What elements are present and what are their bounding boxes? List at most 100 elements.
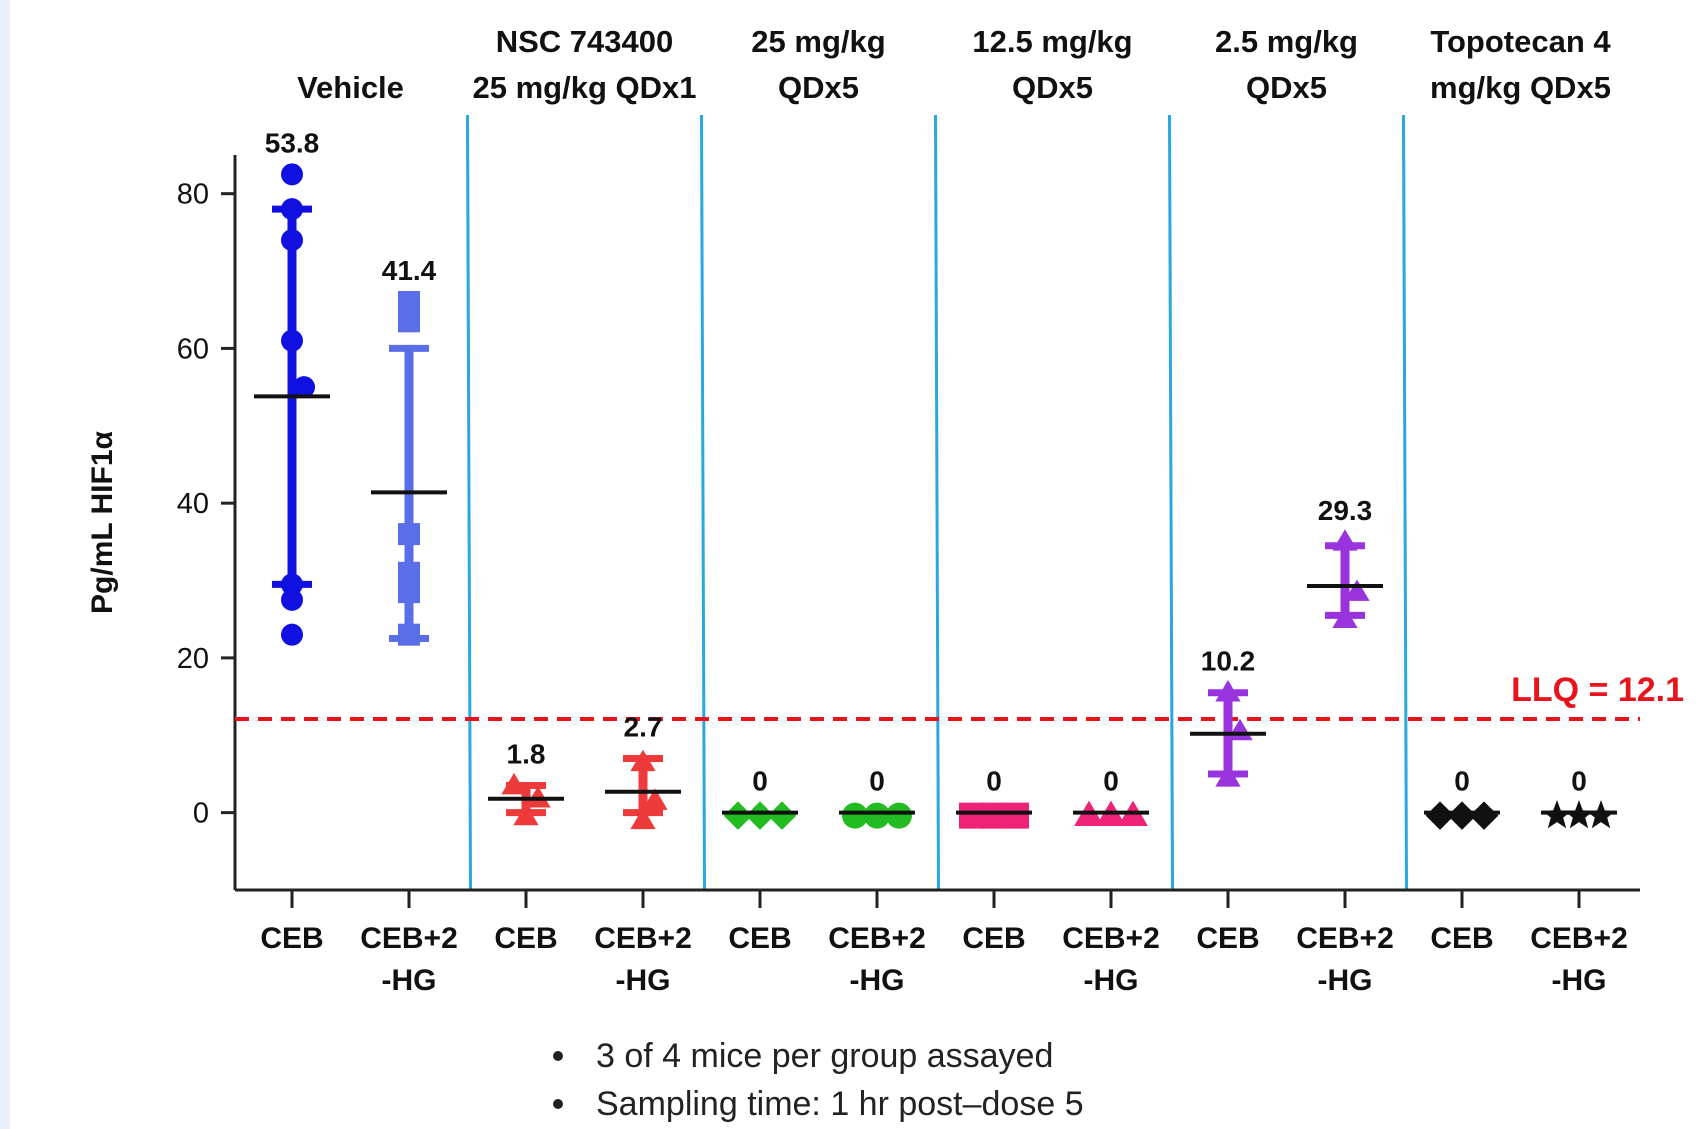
series-1-1 (605, 749, 681, 830)
series-3-1 (1073, 800, 1149, 827)
data-marks (254, 163, 1617, 830)
group-title-line-1: 25 mg/kg (751, 24, 885, 59)
series-2-1 (839, 802, 915, 829)
data-point (281, 163, 303, 186)
group-divider (466, 114, 472, 891)
category-label: CEB (494, 922, 557, 955)
data-point (398, 581, 420, 604)
left-margin-strip (0, 0, 10, 1129)
mean-value-label: 0 (986, 766, 1002, 797)
data-point (630, 749, 656, 772)
mean-value-label: 41.4 (382, 255, 437, 286)
category-label-line-1: CEB (962, 922, 1025, 955)
category-label-line-1: CEB (494, 922, 557, 955)
category-label: CEB (1430, 922, 1493, 955)
llq-layer: LLQ = 12.1 (235, 671, 1684, 722)
category-label-line-2: -HG (616, 964, 671, 997)
group-title-line-2: QDx5 (1012, 70, 1093, 105)
mean-value-label: 1.8 (507, 739, 546, 770)
data-point (886, 802, 912, 829)
group-title: Vehicle (297, 70, 404, 105)
bullet-icon (553, 1051, 563, 1061)
data-point (1215, 680, 1241, 702)
category-label-line-1: CEB (1430, 922, 1493, 955)
series-0-0 (254, 163, 330, 646)
category-label-line-2: -HG (1318, 964, 1373, 997)
data-point (1425, 801, 1455, 830)
data-point (864, 802, 890, 829)
y-tick-label: 0 (193, 798, 209, 830)
series-2-0 (722, 801, 798, 830)
data-point (630, 807, 656, 830)
group-title: Topotecan 4 mg/kg QDx5 (1430, 24, 1611, 105)
data-point (745, 801, 775, 830)
data-point (281, 623, 303, 646)
category-label-line-1: CEB+2 (1062, 922, 1160, 955)
data-point (281, 588, 303, 611)
category-label: CEB+2 -HG (1062, 922, 1160, 997)
mean-value-label: 0 (752, 766, 768, 797)
y-tick-label: 40 (177, 488, 209, 520)
group-title-line-2: mg/kg QDx5 (1430, 70, 1611, 105)
category-label-line-1: CEB+2 (594, 922, 692, 955)
axes: 0 20 40 60 80 (177, 155, 1640, 908)
group-divider (1402, 114, 1408, 891)
group-title-line-1: 12.5 mg/kg (972, 24, 1132, 59)
data-point (501, 772, 527, 795)
data-point (959, 802, 985, 829)
data-point (1469, 801, 1499, 830)
series-4-1 (1307, 529, 1383, 629)
data-point (1344, 579, 1370, 601)
mean-value-label: 0 (1454, 766, 1470, 797)
data-point (981, 802, 1007, 829)
category-label: CEB+2 -HG (1296, 922, 1394, 997)
group-title-line-2: 25 mg/kg QDx1 (473, 70, 697, 105)
data-point (513, 803, 539, 826)
data-point (398, 523, 420, 546)
data-point (842, 802, 868, 829)
category-label-line-2: -HG (850, 964, 905, 997)
data-point (281, 573, 303, 596)
labels: Pg/mL HIF1α Vehicle 53.8 CEB 41.4 CEB+2 -HG NSC… (86, 24, 1628, 997)
category-label: CEB (962, 922, 1025, 955)
category-label-line-2: -HG (1552, 964, 1607, 997)
series-0-1 (371, 291, 447, 646)
mean-value-label: 0 (1571, 766, 1587, 797)
category-label-line-1: CEB (260, 922, 323, 955)
series-1-0 (488, 772, 564, 826)
data-point (281, 229, 303, 252)
mean-value-label: 29.3 (1318, 495, 1373, 526)
group-title-line-2: QDx5 (1246, 70, 1327, 105)
category-label-line-1: CEB (728, 922, 791, 955)
data-point (1447, 801, 1477, 830)
group-dividers (466, 114, 1408, 891)
data-point (398, 561, 420, 584)
series-5-1 (1541, 800, 1617, 829)
category-label-line-1: CEB+2 (828, 922, 926, 955)
category-label: CEB+2 -HG (828, 922, 926, 997)
data-point (398, 291, 420, 313)
mean-value-label: 53.8 (265, 127, 320, 158)
category-label-line-1: CEB+2 (360, 922, 458, 955)
y-tick-label: 20 (177, 643, 209, 675)
group-title-line-1: 2.5 mg/kg (1215, 24, 1358, 59)
y-tick-label: 80 (177, 179, 209, 211)
category-label-line-1: CEB+2 (1296, 922, 1394, 955)
data-point (281, 329, 303, 352)
data-point (293, 376, 315, 399)
llq-label: LLQ = 12.1 (1511, 671, 1684, 709)
data-point (1215, 765, 1241, 787)
y-tick-label: 60 (177, 333, 209, 365)
mean-value-label: 2.7 (624, 711, 663, 742)
series-3-0 (956, 802, 1032, 829)
category-label: CEB (728, 922, 791, 955)
mean-value-label: 0 (869, 766, 885, 797)
category-label-line-1: CEB (1196, 922, 1259, 955)
group-title-line-1: Topotecan 4 (1430, 24, 1611, 59)
notes: 3 of 4 mice per group assayed Sampling ti… (553, 1037, 1084, 1123)
data-point (281, 198, 303, 221)
data-point (1332, 606, 1358, 629)
mean-value-label: 0 (1103, 766, 1119, 797)
note-item: 3 of 4 mice per group assayed (596, 1037, 1053, 1075)
